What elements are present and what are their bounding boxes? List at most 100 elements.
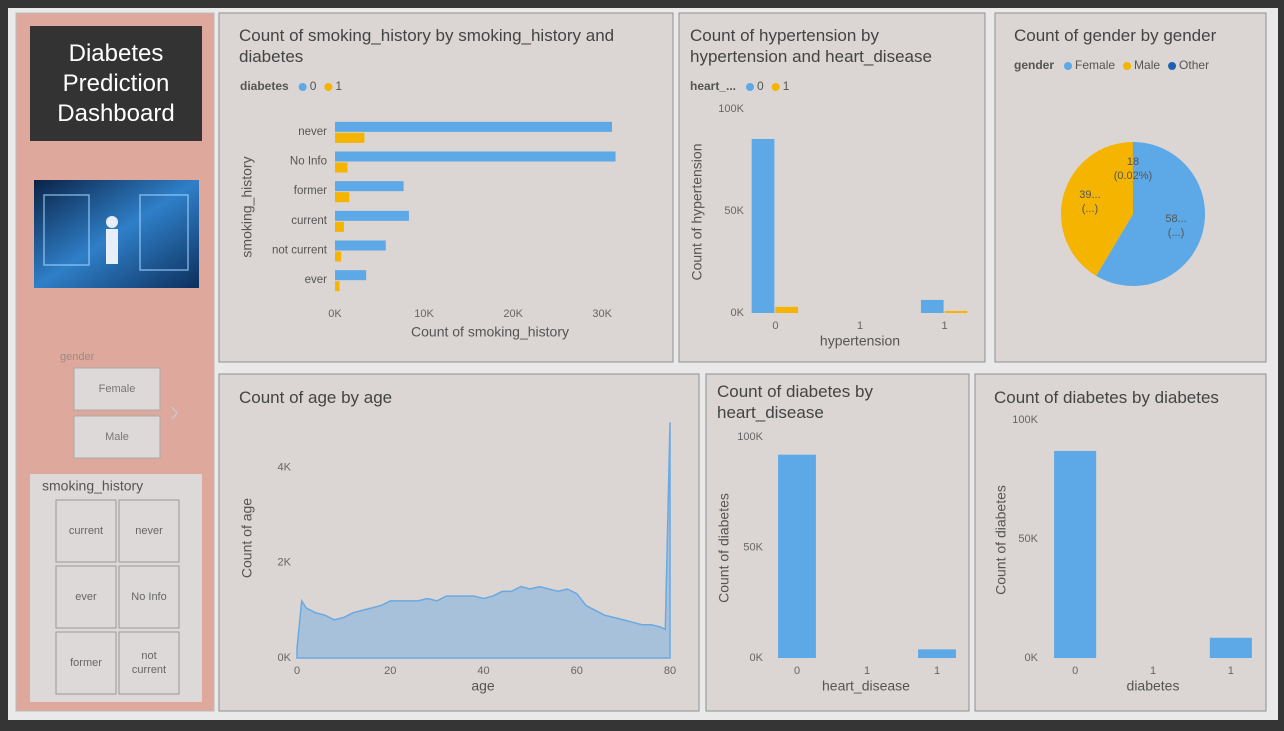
image-panel (43, 194, 90, 266)
slicer-option: never (135, 525, 163, 537)
label-box: Count of diabetes by heart_disease (717, 382, 873, 422)
label-box: not current (131, 650, 167, 676)
chart-title: Count of diabetes by diabetes (994, 388, 1219, 407)
category-label: never (298, 126, 327, 138)
pie-slice (1096, 142, 1206, 286)
bar (335, 281, 340, 292)
x-tick-label: 0 (772, 320, 778, 332)
chart-panel (218, 373, 700, 712)
bar (751, 138, 775, 313)
label-box: former (70, 657, 102, 669)
chart-title: Count of age by age (239, 388, 393, 407)
label-box: Count of smoking_history by smoking_hist… (239, 26, 614, 66)
bar (335, 270, 367, 281)
label-box: Count of age by age (239, 388, 393, 407)
bar (778, 454, 816, 658)
y-tick-label: 4K (278, 462, 292, 474)
bar (1209, 637, 1252, 658)
pie-slice (1061, 142, 1133, 276)
legend-label: Female (1075, 58, 1115, 72)
slicer-label: smoking_history (42, 478, 143, 494)
y-axis-label: Count of diabetes (993, 485, 1009, 595)
legend-swatch (746, 83, 755, 91)
legend-label: Other (1179, 58, 1209, 72)
x-tick-label: 1 (857, 320, 863, 332)
slicer-button[interactable] (55, 631, 117, 695)
chart-title: Count of gender by gender (1014, 26, 1217, 45)
legend-title: heart_... (690, 79, 736, 93)
category-label: No Info (290, 156, 327, 168)
x-tick-label: 30K (592, 308, 612, 320)
pie-value-label: 39... (...) (1079, 189, 1101, 216)
slicer-option: current (68, 525, 104, 537)
y-tick-label: 100K (1012, 414, 1038, 426)
hero-image (34, 180, 199, 288)
slicer-button[interactable] (118, 565, 180, 629)
slicer-button[interactable] (118, 631, 180, 695)
label-box: Count of diabetes by diabetes (994, 388, 1219, 407)
bar (944, 310, 968, 313)
image-panel (139, 194, 189, 271)
slicer-button[interactable] (73, 415, 161, 459)
slicer-button[interactable] (55, 499, 117, 563)
area (296, 422, 671, 659)
image-figure (106, 216, 118, 228)
x-tick-label: 20K (503, 308, 523, 320)
x-axis-label: heart_disease (822, 678, 910, 694)
y-tick-label: 0K (731, 307, 745, 319)
x-tick-label: 0 (794, 665, 800, 677)
x-tick-label: 10K (414, 308, 434, 320)
x-tick-label: 0K (328, 308, 342, 320)
y-tick-label: 100K (737, 431, 763, 443)
y-axis-label: Count of age (239, 498, 255, 578)
bar (335, 181, 404, 192)
slicer-button[interactable] (118, 499, 180, 563)
legend-swatch (771, 83, 780, 91)
bar (335, 251, 342, 262)
chart-title: Count of hypertension by hypertension an… (690, 26, 932, 66)
bar (335, 121, 612, 132)
legend-swatch (1123, 62, 1132, 70)
y-tick-label: 50K (724, 205, 744, 217)
bar (335, 210, 409, 221)
legend-swatch (324, 83, 333, 91)
bar (775, 306, 799, 313)
label-box: current (68, 525, 104, 537)
legend-swatch (1064, 62, 1073, 70)
bar (335, 192, 350, 203)
label-box: Diabetes Prediction Dashboard (57, 40, 174, 127)
chart-panel (218, 12, 674, 363)
y-tick-label: 100K (718, 103, 744, 115)
slicer-label: gender (60, 351, 95, 363)
label-box: 39... (...) (1079, 189, 1101, 216)
y-tick-label: 0K (1025, 652, 1039, 664)
chevron (171, 406, 178, 420)
x-tick-label: 20 (384, 665, 396, 677)
label-box: Count of gender by gender (1014, 26, 1217, 45)
x-tick-label: 0 (1072, 665, 1078, 677)
label-box: 18 (0.02%) (1114, 156, 1153, 182)
legend-title: gender (1014, 58, 1054, 72)
bar (335, 162, 348, 173)
slicer-button[interactable] (73, 367, 161, 411)
slicer-button[interactable] (55, 565, 117, 629)
x-axis-label: age (471, 678, 495, 694)
x-axis-label: Count of smoking_history (411, 324, 569, 340)
y-axis-label: Count of diabetes (716, 493, 732, 603)
x-tick-label: 1 (934, 665, 940, 677)
bar (1054, 450, 1097, 658)
legend-swatch (298, 83, 307, 91)
image-figure (106, 229, 118, 264)
x-tick-label: 1 (864, 665, 870, 677)
y-axis-label: smoking_history (239, 156, 255, 257)
legend-label: 1 (335, 79, 342, 93)
category-label: not current (272, 245, 328, 257)
label-box: 58... (...) (1165, 213, 1186, 239)
label-box: Count of hypertension by hypertension an… (690, 26, 932, 66)
bar (918, 649, 956, 658)
legend-label: 0 (310, 79, 317, 93)
slicer-option: not current (131, 650, 167, 676)
legend-title: diabetes (240, 79, 289, 93)
x-tick-label: 0 (294, 665, 300, 677)
